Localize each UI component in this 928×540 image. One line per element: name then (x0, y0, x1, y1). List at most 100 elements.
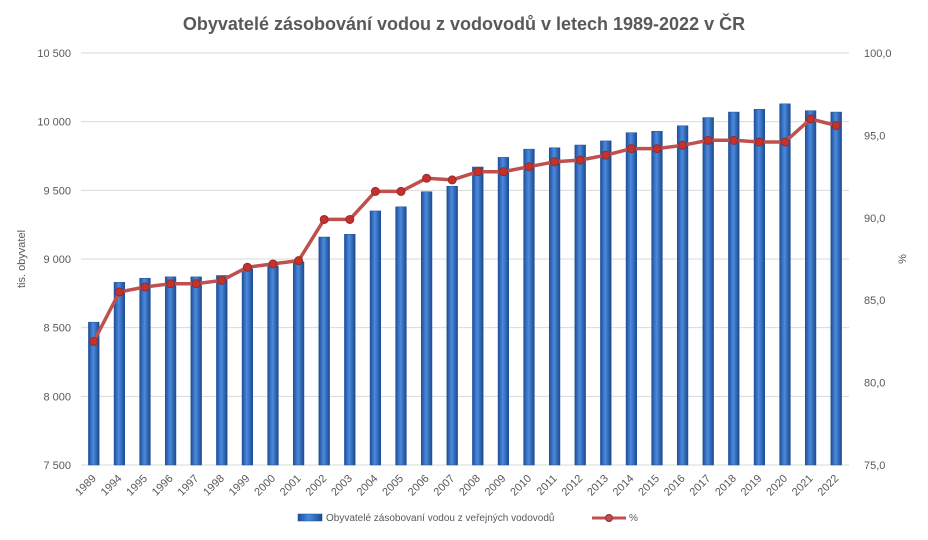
bar (344, 234, 356, 466)
x-tick-label: 1994 (99, 473, 125, 499)
bar (574, 144, 586, 466)
x-tick-label: 1997 (176, 473, 202, 499)
bar (625, 132, 638, 466)
y2-tick-label: 85,0 (864, 295, 885, 307)
chart-title: Obyvatelé zásobování vodou z vodovodů v … (183, 13, 745, 34)
y2-tick-label: 75,0 (864, 460, 885, 472)
line-point (652, 144, 662, 154)
bar (523, 148, 535, 466)
x-tick-label: 2005 (380, 473, 406, 499)
bar (497, 157, 510, 466)
bar (472, 166, 484, 466)
bar (548, 147, 561, 466)
bar (395, 206, 407, 466)
line-point (422, 173, 432, 183)
line-point (575, 155, 585, 165)
x-tick-label: 2000 (252, 473, 278, 499)
bar (318, 236, 330, 466)
y2-tick-label: 80,0 (864, 378, 885, 390)
line-point (831, 121, 841, 131)
line-point (524, 162, 534, 172)
line-point (370, 186, 380, 196)
x-tick-label: 2022 (816, 473, 842, 499)
bar (164, 276, 177, 466)
legend-line-marker (605, 514, 613, 522)
x-tick-label: 2018 (713, 473, 739, 499)
bar (753, 109, 766, 466)
bar (241, 268, 254, 466)
x-tick-label: 1999 (227, 473, 253, 499)
line-point (550, 157, 560, 167)
line-point (268, 259, 278, 269)
y-tick-label: 10 500 (37, 48, 71, 60)
x-tick-label: 2001 (278, 473, 304, 499)
x-tick-label: 1995 (124, 473, 150, 499)
percent-line (92, 117, 837, 343)
bar (113, 282, 126, 466)
bar (651, 131, 663, 466)
x-tick-label: 1989 (73, 473, 99, 499)
x-tick-label: 2010 (508, 473, 534, 499)
line-point (447, 175, 457, 185)
x-tick-label: 2006 (406, 473, 432, 499)
line-point (242, 262, 252, 272)
y2-tick-label: 90,0 (864, 213, 885, 225)
line-point (678, 140, 688, 150)
line-point (166, 279, 176, 289)
x-tick-label: 2020 (764, 473, 790, 499)
bar (216, 275, 228, 466)
bar (190, 276, 202, 466)
bar-series (88, 103, 842, 466)
bar (600, 140, 612, 466)
y2-axis-title: % (897, 254, 909, 264)
line-point (294, 256, 304, 266)
x-tick-label: 1998 (201, 473, 227, 499)
line-point (806, 114, 816, 124)
y-axis-right: 75,0 80,0 85,0 90,0 95,0 100,0 (864, 48, 892, 472)
line-point (396, 186, 406, 196)
x-tick-label: 2019 (739, 473, 765, 499)
bar (292, 261, 305, 466)
x-tick-label: 2021 (790, 473, 816, 499)
bar (267, 265, 279, 466)
y-axis-left: 7 500 8 000 8 500 9 000 9 500 10 000 10 500 (37, 48, 71, 472)
gridlines (81, 52, 849, 466)
line-point (140, 282, 150, 292)
legend: Obyvatelé zásobovaní vodou z veřejných v… (297, 512, 638, 524)
bar (446, 185, 458, 466)
x-tick-label: 2008 (457, 473, 483, 499)
y-tick-label: 9 500 (43, 185, 71, 197)
y-tick-label: 8 000 (43, 391, 71, 403)
line-point (319, 214, 329, 224)
x-tick-label: 2004 (355, 473, 381, 499)
line-point (217, 275, 227, 285)
y2-tick-label: 100,0 (864, 48, 892, 60)
y-tick-label: 9 000 (43, 254, 71, 266)
line-point (473, 167, 483, 177)
line-point (703, 135, 713, 145)
bar (830, 111, 842, 466)
line-point (345, 214, 355, 224)
y2-tick-label: 95,0 (864, 130, 885, 142)
x-axis: 1989 1994 1995 1996 1997 1998 1999 2000 2001 2002… (73, 473, 841, 499)
bar (420, 191, 433, 466)
line-point (754, 137, 764, 147)
line-point (601, 150, 611, 160)
bar (676, 125, 689, 466)
x-tick-label: 2014 (611, 473, 637, 499)
y-tick-label: 7 500 (43, 460, 71, 472)
x-tick-label: 2016 (662, 473, 688, 499)
y-axis-title: tis. obyvatel (16, 230, 28, 288)
x-tick-label: 2011 (535, 473, 560, 498)
x-tick-label: 2002 (304, 473, 330, 499)
x-tick-label: 2015 (636, 473, 662, 499)
line-point (191, 279, 201, 289)
line-point (626, 144, 636, 154)
x-tick-label: 2003 (329, 473, 355, 499)
bar (728, 111, 740, 466)
bar (88, 321, 100, 466)
x-tick-label: 2007 (432, 473, 458, 499)
x-tick-label: 2009 (483, 473, 509, 499)
